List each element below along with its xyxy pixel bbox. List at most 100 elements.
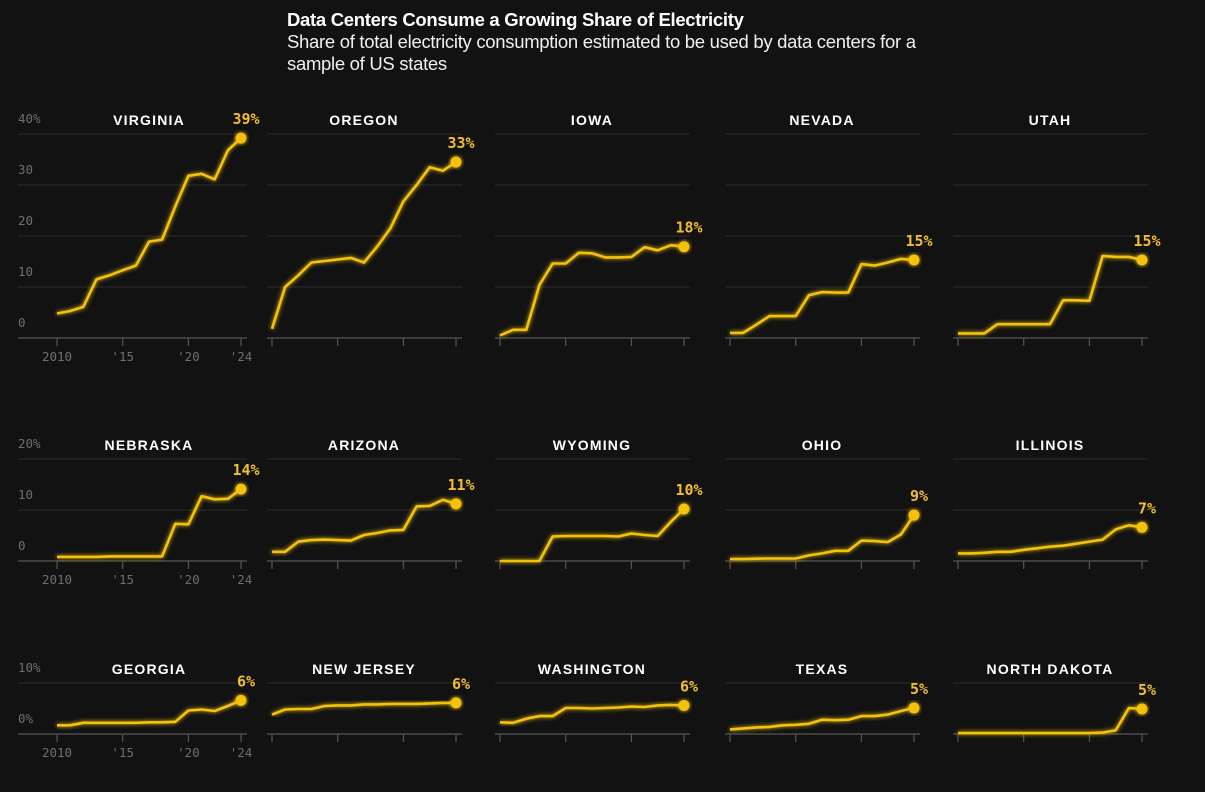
series-line [958, 254, 1143, 335]
end-point-dot [678, 503, 690, 515]
chart-title: Data Centers Consume a Growing Share of … [287, 9, 744, 30]
series-line [730, 257, 915, 335]
x-tick-label: '24 [230, 572, 253, 587]
series-line [272, 498, 457, 554]
y-tick-label: 20% [18, 436, 41, 451]
y-tick-label: 10 [18, 264, 33, 279]
panel-north-dakota: NORTH DAKOTA 5% [953, 661, 1156, 742]
end-value-label: 39% [232, 110, 259, 128]
end-point-dot [235, 132, 247, 144]
end-value-label: 6% [680, 677, 698, 695]
end-value-label: 5% [910, 680, 928, 698]
panel-title: WYOMING [553, 437, 631, 453]
end-point-dot [235, 483, 247, 495]
panel-title: IOWA [571, 112, 613, 128]
end-point-dot [908, 254, 920, 266]
x-tick-label: '20 [177, 572, 200, 587]
series-line [499, 243, 685, 337]
y-tick-label: 20 [18, 213, 33, 228]
x-tick-label: '15 [111, 349, 134, 364]
x-tick-label: 2010 [42, 349, 72, 364]
series-line [729, 706, 915, 731]
panel-title: GEORGIA [112, 661, 187, 677]
end-point-dot [1136, 703, 1148, 715]
panel-title: VIRGINIA [113, 112, 185, 128]
end-point-dot [1136, 254, 1148, 266]
end-value-label: 11% [447, 476, 474, 494]
series-line [500, 508, 685, 563]
end-value-label: 14% [232, 461, 259, 479]
y-tick-label: 0% [18, 711, 34, 726]
series-line [958, 523, 1143, 555]
panel-wyoming: WYOMING 10% [495, 437, 703, 569]
y-tick-label: 0 [18, 538, 26, 553]
end-value-label: 15% [905, 232, 932, 250]
panel-title: UTAH [1029, 112, 1072, 128]
series-line [499, 703, 685, 725]
end-value-label: 6% [237, 672, 255, 690]
x-tick-label: '20 [177, 745, 200, 760]
end-point-dot [908, 702, 920, 714]
panel-illinois: ILLINOIS 7% [953, 437, 1156, 569]
y-tick-label: 30 [18, 162, 33, 177]
panel-nevada: NEVADA 15% [725, 112, 933, 346]
end-value-label: 18% [675, 219, 702, 237]
panel-iowa: IOWA 18% [495, 112, 703, 346]
panel-title: ARIZONA [328, 437, 400, 453]
x-tick-label: '15 [111, 572, 134, 587]
panel-title: NORTH DAKOTA [987, 661, 1114, 677]
end-point-dot [678, 241, 690, 253]
end-value-label: 6% [452, 675, 470, 693]
series-line [958, 706, 1143, 735]
end-point-dot [450, 697, 462, 709]
end-point-dot [908, 509, 920, 521]
end-value-label: 10% [675, 481, 702, 499]
end-point-dot [1136, 521, 1148, 533]
panel-arizona: ARIZONA 11% [267, 437, 475, 569]
series-line [270, 161, 457, 330]
panel-georgia: 2010 '15 '20 '24 0% 10% GEORGIA 6% [18, 660, 255, 760]
y-tick-label: 40% [18, 111, 41, 126]
series-line [57, 699, 242, 727]
panel-oregon: OREGON 33% [267, 112, 475, 346]
panel-washington: WASHINGTON 6% [495, 661, 698, 742]
x-tick-label: '24 [230, 745, 253, 760]
panel-ohio: OHIO 9% [725, 437, 928, 569]
panel-title: NEW JERSEY [312, 661, 416, 677]
panel-virginia: 2010 '15 '20 '24 0 10 20 30 40% VIRGINIA 39% [18, 110, 260, 364]
panel-new-jersey: NEW JERSEY 6% [267, 661, 470, 742]
end-value-label: 5% [1138, 681, 1156, 699]
x-tick-label: 2010 [42, 572, 72, 587]
end-point-dot [450, 156, 462, 168]
panel-texas: TEXAS 5% [725, 661, 928, 742]
panel-title: ILLINOIS [1016, 437, 1085, 453]
series-line [56, 137, 242, 315]
end-value-label: 9% [910, 487, 928, 505]
y-tick-label: 10 [18, 487, 33, 502]
x-tick-label: '24 [230, 349, 253, 364]
x-tick-label: 2010 [42, 745, 72, 760]
end-point-dot [450, 498, 462, 510]
end-point-dot [235, 694, 247, 706]
panel-title: NEVADA [789, 112, 854, 128]
panel-title: NEBRASKA [105, 437, 194, 453]
x-tick-label: '15 [111, 745, 134, 760]
panel-title: WASHINGTON [538, 661, 646, 677]
y-tick-label: 10% [18, 660, 41, 675]
panel-utah: UTAH 15% [953, 112, 1161, 346]
chart-subtitle: Share of total electricity consumption e… [287, 31, 916, 74]
end-point-dot [678, 699, 690, 711]
series-line [730, 514, 916, 561]
y-tick-label: 0 [18, 315, 26, 330]
panel-nebraska: 2010 '15 '20 '24 0 10 20% NEBRASKA 14% [18, 436, 260, 587]
chart-header: Data Centers Consume a Growing Share of … [287, 9, 927, 75]
panel-title: OREGON [329, 112, 398, 128]
series-line [271, 701, 456, 716]
panel-title: OHIO [802, 437, 843, 453]
end-value-label: 33% [447, 134, 474, 152]
series-line [57, 488, 242, 559]
end-value-label: 15% [1133, 232, 1160, 250]
x-tick-label: '20 [177, 349, 200, 364]
end-value-label: 7% [1138, 499, 1156, 517]
